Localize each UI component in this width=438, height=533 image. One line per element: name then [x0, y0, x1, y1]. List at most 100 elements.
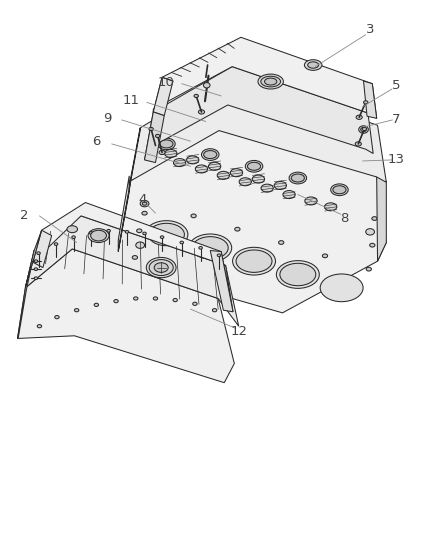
Ellipse shape [114, 300, 118, 303]
Ellipse shape [74, 309, 79, 312]
Ellipse shape [261, 76, 280, 87]
Ellipse shape [283, 191, 295, 199]
Ellipse shape [34, 268, 38, 271]
Polygon shape [25, 216, 239, 326]
Polygon shape [377, 176, 386, 261]
Ellipse shape [230, 168, 243, 176]
Ellipse shape [89, 231, 93, 235]
Ellipse shape [140, 200, 149, 207]
Ellipse shape [192, 237, 228, 259]
Polygon shape [18, 249, 234, 383]
Polygon shape [25, 230, 42, 288]
Ellipse shape [158, 138, 175, 150]
Ellipse shape [359, 126, 368, 133]
Text: 11: 11 [123, 94, 140, 107]
Ellipse shape [160, 236, 164, 239]
Ellipse shape [34, 277, 38, 279]
Ellipse shape [146, 257, 176, 278]
Ellipse shape [217, 254, 221, 257]
Ellipse shape [233, 247, 276, 275]
Ellipse shape [305, 197, 317, 205]
Text: 12: 12 [230, 325, 247, 338]
Polygon shape [118, 176, 129, 251]
Polygon shape [33, 203, 233, 312]
Text: 9: 9 [103, 112, 112, 125]
Ellipse shape [94, 303, 99, 306]
Ellipse shape [366, 229, 374, 235]
Ellipse shape [149, 127, 153, 131]
Ellipse shape [155, 134, 160, 138]
Text: 6: 6 [92, 135, 101, 148]
Ellipse shape [372, 217, 377, 221]
Ellipse shape [212, 309, 217, 312]
Ellipse shape [54, 243, 58, 245]
Ellipse shape [143, 232, 146, 235]
Ellipse shape [142, 211, 147, 215]
Ellipse shape [239, 178, 251, 186]
Polygon shape [118, 128, 140, 252]
Polygon shape [33, 230, 52, 268]
Ellipse shape [136, 242, 145, 248]
Ellipse shape [180, 241, 184, 244]
Ellipse shape [274, 181, 286, 189]
Ellipse shape [261, 184, 273, 192]
Ellipse shape [193, 302, 197, 305]
Text: 8: 8 [339, 212, 348, 225]
Polygon shape [153, 77, 173, 116]
Ellipse shape [37, 252, 40, 255]
Text: 10: 10 [158, 76, 175, 89]
Ellipse shape [247, 163, 261, 171]
Ellipse shape [208, 163, 221, 171]
Ellipse shape [134, 297, 138, 300]
Ellipse shape [173, 159, 186, 166]
Ellipse shape [198, 110, 205, 114]
Ellipse shape [165, 150, 177, 158]
Ellipse shape [153, 297, 158, 300]
Ellipse shape [258, 74, 283, 89]
Ellipse shape [195, 165, 208, 173]
Ellipse shape [280, 263, 316, 286]
Polygon shape [364, 81, 377, 118]
Ellipse shape [360, 127, 366, 132]
Polygon shape [129, 75, 386, 189]
Polygon shape [18, 251, 34, 338]
Ellipse shape [291, 174, 304, 182]
Polygon shape [153, 37, 377, 118]
Ellipse shape [88, 229, 109, 243]
Ellipse shape [154, 263, 168, 272]
Ellipse shape [252, 175, 265, 183]
Ellipse shape [289, 172, 307, 184]
Ellipse shape [245, 160, 263, 172]
Ellipse shape [137, 229, 142, 233]
Ellipse shape [307, 62, 318, 68]
Text: 2: 2 [20, 209, 28, 222]
Text: 4: 4 [138, 193, 147, 206]
Ellipse shape [236, 250, 272, 272]
Ellipse shape [201, 149, 219, 160]
Ellipse shape [173, 298, 177, 302]
Ellipse shape [67, 226, 78, 232]
Text: 3: 3 [366, 23, 374, 36]
Text: 13: 13 [388, 154, 405, 166]
Ellipse shape [189, 234, 232, 262]
Ellipse shape [364, 101, 368, 104]
Ellipse shape [194, 94, 198, 98]
Ellipse shape [199, 246, 202, 249]
Text: 5: 5 [392, 79, 401, 92]
Ellipse shape [55, 316, 59, 319]
Polygon shape [145, 112, 164, 163]
Ellipse shape [107, 229, 110, 232]
Ellipse shape [362, 127, 367, 131]
Ellipse shape [265, 78, 277, 85]
Ellipse shape [142, 202, 147, 205]
Ellipse shape [204, 150, 217, 159]
Ellipse shape [203, 83, 210, 88]
Ellipse shape [356, 115, 362, 119]
Polygon shape [118, 124, 386, 313]
Ellipse shape [37, 325, 42, 328]
Ellipse shape [325, 203, 337, 211]
Ellipse shape [322, 254, 328, 257]
Ellipse shape [91, 230, 106, 241]
Ellipse shape [160, 140, 173, 148]
Ellipse shape [149, 260, 173, 276]
